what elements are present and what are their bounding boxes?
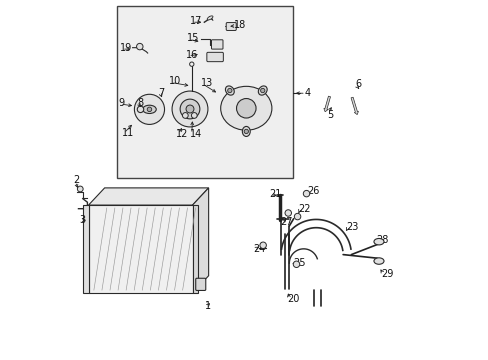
Text: 1: 1 [204, 301, 211, 311]
Text: 9: 9 [118, 98, 124, 108]
Ellipse shape [207, 16, 212, 20]
Circle shape [137, 106, 143, 113]
Text: 6: 6 [355, 79, 361, 89]
Polygon shape [88, 188, 208, 205]
FancyArrow shape [350, 97, 358, 114]
Polygon shape [83, 205, 88, 293]
Circle shape [77, 186, 83, 192]
Text: 14: 14 [190, 129, 202, 139]
FancyBboxPatch shape [226, 23, 236, 31]
FancyBboxPatch shape [195, 278, 205, 291]
Circle shape [147, 107, 151, 112]
Text: 8: 8 [137, 98, 143, 108]
Text: 26: 26 [307, 186, 319, 196]
Text: 13: 13 [201, 78, 213, 88]
Text: 27: 27 [280, 217, 292, 227]
Ellipse shape [373, 258, 383, 264]
Text: 2: 2 [73, 175, 79, 185]
Text: 24: 24 [253, 244, 265, 254]
Text: 22: 22 [298, 204, 310, 214]
Polygon shape [192, 205, 198, 293]
Polygon shape [88, 205, 192, 293]
Text: 10: 10 [169, 76, 181, 86]
Circle shape [285, 210, 291, 216]
FancyBboxPatch shape [211, 40, 223, 49]
Circle shape [172, 91, 207, 127]
Circle shape [182, 113, 188, 118]
Text: 12: 12 [176, 129, 188, 139]
Circle shape [180, 99, 200, 119]
Circle shape [294, 213, 300, 220]
Circle shape [260, 88, 264, 93]
Text: 4: 4 [304, 88, 310, 98]
Ellipse shape [242, 126, 250, 136]
Text: 3: 3 [80, 215, 85, 225]
Circle shape [134, 94, 164, 125]
Text: 11: 11 [122, 129, 134, 138]
Text: 29: 29 [381, 269, 393, 279]
Circle shape [244, 129, 248, 134]
Polygon shape [192, 188, 208, 293]
Text: 7: 7 [158, 88, 164, 98]
Ellipse shape [220, 86, 271, 130]
Text: 25: 25 [293, 258, 305, 268]
Circle shape [293, 261, 299, 267]
Text: 17: 17 [190, 16, 202, 26]
Ellipse shape [142, 105, 156, 113]
Ellipse shape [373, 238, 383, 245]
Circle shape [136, 43, 142, 50]
Circle shape [191, 113, 197, 118]
Text: 16: 16 [186, 50, 198, 60]
Text: 28: 28 [376, 234, 388, 244]
Circle shape [303, 190, 309, 197]
Circle shape [227, 88, 231, 93]
Text: 20: 20 [287, 294, 299, 304]
Circle shape [236, 99, 256, 118]
Text: 18: 18 [233, 20, 245, 30]
Text: 19: 19 [120, 43, 132, 53]
Text: 21: 21 [268, 189, 281, 199]
FancyArrow shape [323, 96, 330, 112]
Text: 23: 23 [346, 222, 358, 231]
Ellipse shape [258, 86, 266, 95]
FancyBboxPatch shape [206, 52, 223, 62]
Ellipse shape [225, 86, 234, 95]
Bar [117, 6, 292, 178]
Circle shape [260, 242, 266, 248]
Text: 5: 5 [326, 110, 332, 120]
Text: 15: 15 [187, 33, 199, 43]
Circle shape [185, 105, 194, 113]
